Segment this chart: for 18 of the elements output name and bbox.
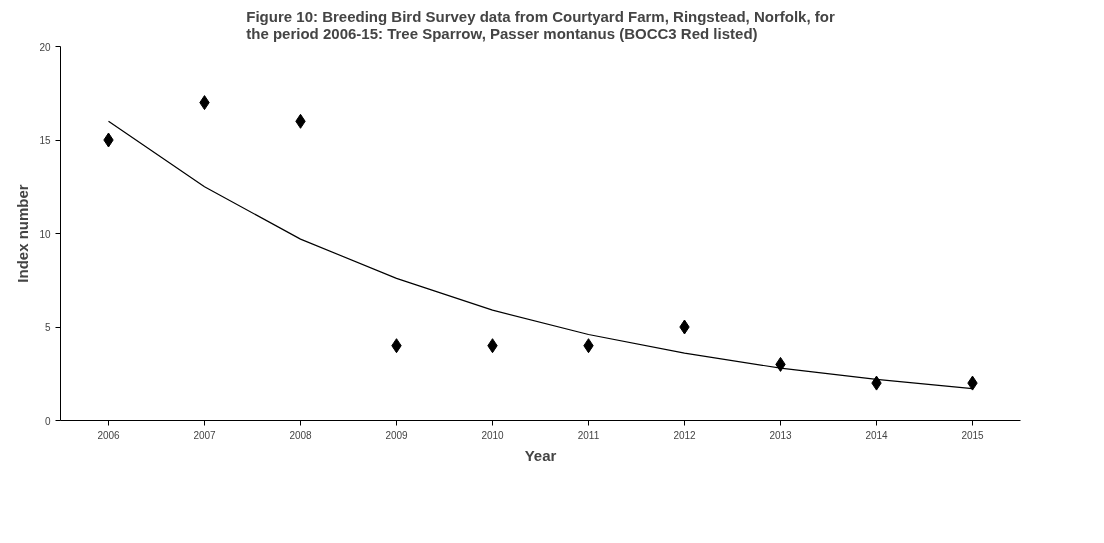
y-tick-label: 20: [39, 41, 51, 53]
y-tick-label: 0: [44, 415, 51, 427]
x-tick-label: 2011: [577, 429, 600, 441]
x-tick-label: 2015: [961, 429, 985, 441]
x-axis-title: Year: [524, 446, 557, 464]
chart-title: Figure 10: Breeding Bird Survey data from Courtyard Farm, Ringstead, Norfolk, for the period 2006-15: Tree Sparrow, Passer montanus (BOCC3 Red listed): [246, 7, 835, 42]
x-tick-label: 2009: [385, 429, 409, 441]
y-tick-label: 15: [39, 135, 51, 146]
x-tick-label: 2010: [481, 429, 505, 441]
y-tick-label: 5: [44, 322, 51, 333]
x-tick-label: 2014: [865, 429, 889, 441]
y-tick-label: 10: [39, 228, 51, 240]
x-tick-label: 2007: [193, 429, 217, 441]
x-tick-label: 2006: [97, 429, 121, 441]
y-axis-title: Index number: [14, 184, 32, 283]
x-tick-label: 2013: [769, 429, 793, 441]
x-tick-label: 2008: [289, 429, 313, 441]
x-tick-label: 2012: [673, 429, 697, 441]
